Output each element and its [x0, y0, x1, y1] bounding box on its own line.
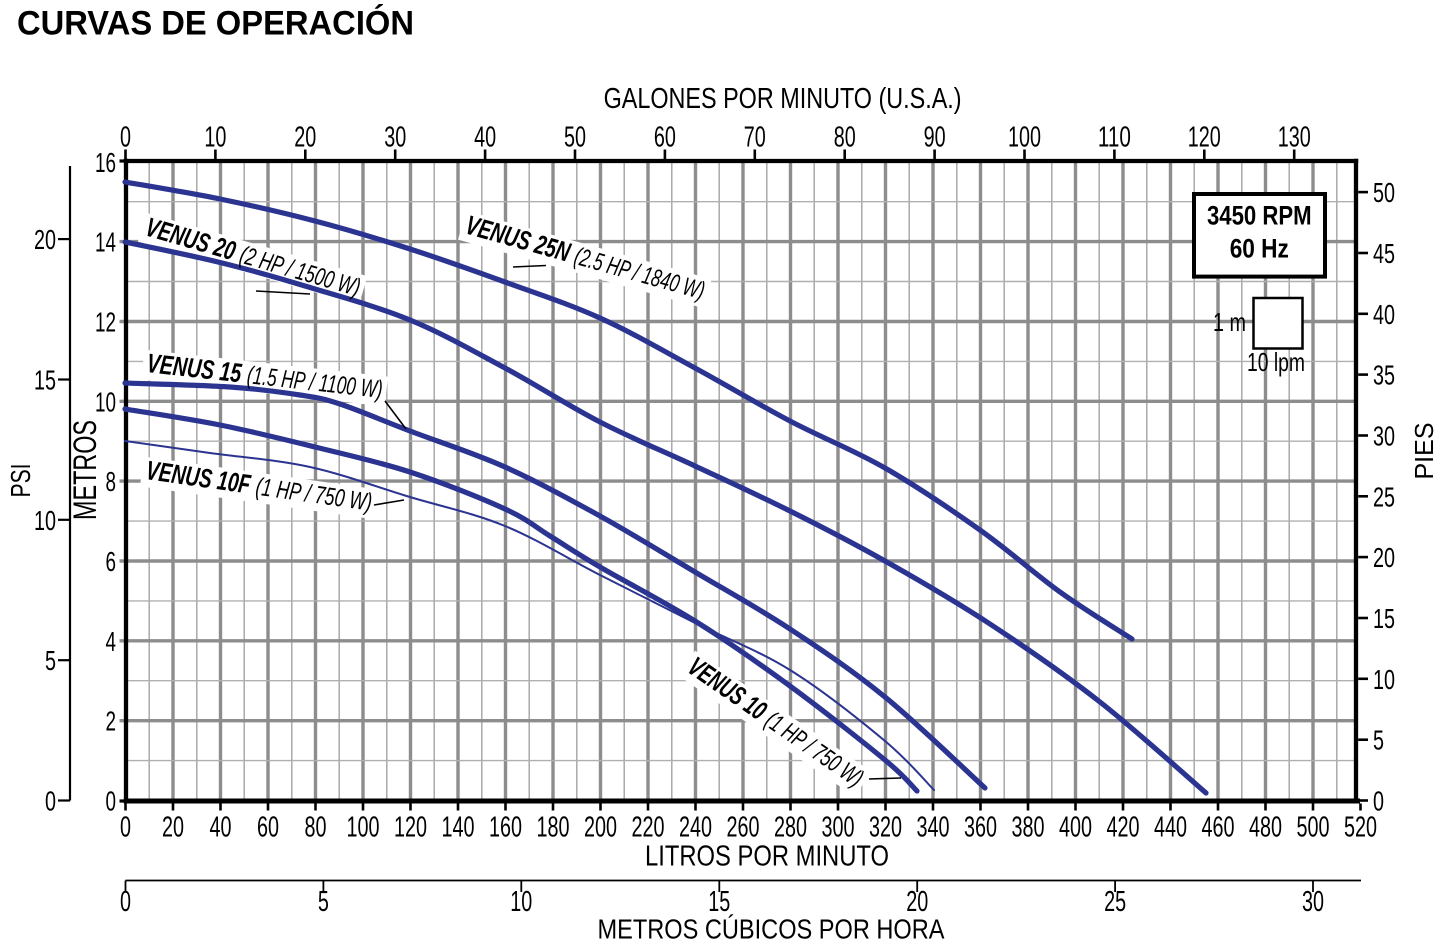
svg-text:320: 320 — [869, 812, 902, 844]
svg-text:80: 80 — [305, 812, 327, 844]
svg-text:3450 RPM: 3450 RPM — [1207, 200, 1312, 230]
svg-text:420: 420 — [1107, 812, 1140, 844]
svg-text:240: 240 — [679, 812, 712, 844]
svg-text:50: 50 — [1373, 177, 1395, 208]
svg-text:PIES: PIES — [1409, 423, 1439, 480]
svg-text:200: 200 — [584, 812, 617, 844]
svg-text:10: 10 — [204, 122, 226, 154]
svg-text:20: 20 — [906, 886, 928, 918]
svg-text:45: 45 — [1373, 238, 1395, 269]
svg-text:10: 10 — [510, 886, 532, 918]
svg-text:340: 340 — [917, 812, 950, 844]
svg-text:20: 20 — [294, 122, 316, 154]
svg-text:90: 90 — [924, 122, 946, 154]
svg-text:380: 380 — [1012, 812, 1045, 844]
svg-text:16: 16 — [95, 147, 116, 178]
svg-text:60: 60 — [654, 122, 676, 154]
svg-text:40: 40 — [474, 122, 496, 154]
svg-text:30: 30 — [1302, 886, 1324, 918]
svg-text:10: 10 — [34, 505, 56, 536]
svg-text:80: 80 — [834, 122, 856, 154]
svg-text:0: 0 — [1373, 786, 1384, 817]
svg-text:GALONES POR MINUTO (U.S.A.): GALONES POR MINUTO (U.S.A.) — [604, 83, 962, 115]
svg-text:40: 40 — [210, 812, 232, 844]
svg-text:520: 520 — [1344, 812, 1377, 844]
svg-text:280: 280 — [774, 812, 807, 844]
svg-text:220: 220 — [632, 812, 665, 844]
svg-text:15: 15 — [1373, 603, 1395, 634]
svg-text:10: 10 — [1373, 664, 1395, 695]
svg-text:4: 4 — [106, 626, 117, 657]
svg-text:60: 60 — [257, 812, 279, 844]
svg-text:100: 100 — [347, 812, 380, 844]
svg-text:PSI: PSI — [5, 464, 36, 498]
svg-text:20: 20 — [1373, 542, 1395, 573]
svg-text:METROS: METROS — [67, 420, 103, 520]
svg-text:15: 15 — [708, 886, 730, 918]
svg-text:60 Hz: 60 Hz — [1230, 233, 1289, 263]
svg-text:6: 6 — [106, 546, 117, 577]
svg-text:CURVAS DE OPERACIÓN: CURVAS DE OPERACIÓN — [17, 5, 414, 43]
svg-text:140: 140 — [442, 812, 475, 844]
svg-text:120: 120 — [1188, 122, 1221, 154]
svg-text:2: 2 — [106, 706, 117, 737]
svg-text:5: 5 — [1373, 725, 1384, 756]
svg-text:25: 25 — [1373, 481, 1395, 512]
svg-text:260: 260 — [727, 812, 760, 844]
svg-text:40: 40 — [1373, 299, 1395, 330]
svg-text:LITROS POR MINUTO: LITROS POR MINUTO — [645, 841, 889, 873]
svg-text:100: 100 — [1008, 122, 1041, 154]
svg-text:METROS CÚBICOS POR HORA: METROS CÚBICOS POR HORA — [598, 914, 945, 945]
svg-text:50: 50 — [564, 122, 586, 154]
svg-text:460: 460 — [1202, 812, 1235, 844]
svg-text:0: 0 — [106, 786, 117, 817]
svg-text:0: 0 — [120, 122, 131, 154]
svg-text:0: 0 — [120, 886, 131, 918]
svg-text:0: 0 — [45, 786, 56, 817]
svg-text:20: 20 — [34, 224, 56, 255]
svg-text:500: 500 — [1297, 812, 1330, 844]
svg-text:10: 10 — [95, 386, 116, 417]
svg-text:480: 480 — [1249, 812, 1282, 844]
svg-text:120: 120 — [394, 812, 427, 844]
svg-text:30: 30 — [384, 122, 406, 154]
svg-text:130: 130 — [1278, 122, 1311, 154]
svg-text:12: 12 — [95, 307, 116, 338]
svg-text:300: 300 — [822, 812, 855, 844]
svg-text:180: 180 — [537, 812, 570, 844]
svg-text:5: 5 — [318, 886, 329, 918]
svg-text:14: 14 — [95, 227, 116, 258]
svg-text:0: 0 — [120, 812, 131, 844]
svg-text:70: 70 — [744, 122, 766, 154]
svg-text:5: 5 — [45, 645, 56, 676]
svg-text:400: 400 — [1059, 812, 1092, 844]
svg-text:25: 25 — [1104, 886, 1126, 918]
svg-text:30: 30 — [1373, 421, 1395, 452]
svg-text:8: 8 — [106, 466, 117, 497]
svg-text:360: 360 — [964, 812, 997, 844]
svg-text:440: 440 — [1154, 812, 1187, 844]
svg-text:1 m: 1 m — [1213, 307, 1246, 337]
svg-text:15: 15 — [34, 365, 56, 396]
svg-text:160: 160 — [489, 812, 522, 844]
svg-text:35: 35 — [1373, 360, 1395, 391]
svg-text:20: 20 — [162, 812, 184, 844]
svg-text:110: 110 — [1098, 122, 1131, 154]
svg-text:10 lpm: 10 lpm — [1247, 347, 1305, 377]
